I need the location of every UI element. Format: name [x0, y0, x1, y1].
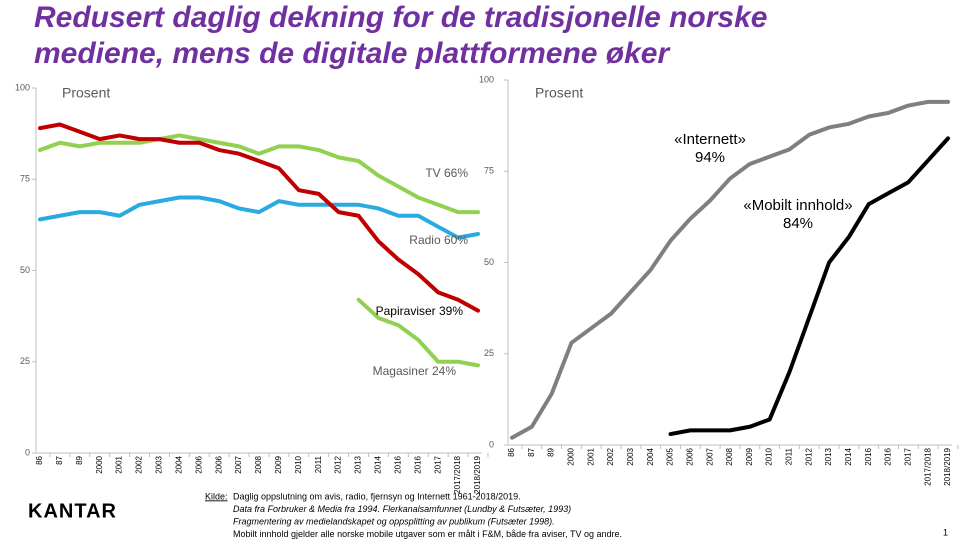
x-tick-label: 2009	[274, 455, 283, 473]
x-tick-label: 87	[55, 455, 64, 464]
series-line	[38, 122, 480, 313]
x-tick-label: 2003	[155, 455, 164, 473]
x-tick-label: 2017	[433, 455, 442, 473]
x-tick-label: 2018/2019	[473, 455, 482, 493]
source-line: Fragmentering av medielandskapet og opps…	[233, 516, 555, 526]
x-tick-label: 2013	[354, 455, 363, 473]
page-number: 1	[943, 527, 948, 537]
x-tick-label: 2004	[174, 455, 183, 473]
slide-title: Redusert daglig dekning for de tradisjon…	[34, 1, 768, 70]
y-tick-label: 50	[20, 265, 30, 275]
annotation: «Internett» 94%	[674, 131, 746, 166]
x-tick-label: 2011	[785, 447, 794, 465]
x-tick-label: 2010	[294, 455, 303, 473]
x-tick-label: 2017/2018	[453, 455, 462, 493]
x-tick-label: 2007	[234, 455, 243, 473]
logo: KANTAR	[28, 500, 117, 522]
x-tick-label: 2000	[95, 455, 104, 473]
x-tick-label: 2008	[725, 447, 734, 465]
source-line: Data fra Forbruker & Media fra 1994. Fle…	[233, 504, 571, 514]
series-line	[668, 136, 950, 437]
x-tick-label: 86	[507, 447, 516, 456]
annotation-line: «Mobilt innhold»	[743, 197, 852, 214]
y-tick-label: 0	[489, 439, 494, 449]
source-line: Daglig oppslutning om avis, radio, fjern…	[233, 491, 521, 501]
x-tick-label: 2013	[824, 447, 833, 465]
x-tick-label: 89	[547, 447, 556, 456]
y-axis-label: Prosent	[62, 85, 110, 101]
x-tick-label: 2002	[135, 455, 144, 473]
series-line	[38, 133, 480, 215]
x-tick-label: 2016	[884, 447, 893, 465]
x-tick-label: 87	[527, 447, 536, 456]
x-tick-label: 2016	[393, 455, 402, 473]
x-tick-label: 2016	[864, 447, 873, 465]
series-line	[38, 195, 480, 240]
x-tick-label: 2017	[903, 447, 912, 465]
annotation: TV 66%	[425, 166, 468, 180]
x-tick-label: 2001	[586, 447, 595, 465]
x-tick-label: 2008	[254, 455, 263, 473]
annotation-line: 84%	[783, 215, 813, 232]
annotation: «Mobilt innhold» 84%	[743, 197, 852, 232]
x-tick-label: 2012	[804, 447, 813, 465]
x-tick-label: 89	[75, 455, 84, 464]
y-tick-label: 25	[20, 356, 30, 366]
source-line: Mobilt innhold gjelder alle norske mobil…	[233, 529, 622, 539]
x-tick-label: 2006	[685, 447, 694, 465]
y-tick-label: 100	[15, 82, 30, 92]
annotation: Radio 60%	[409, 233, 468, 247]
x-tick-label: 2005	[666, 447, 675, 465]
x-tick-label: 2017/2018	[923, 447, 932, 485]
x-tick-label: 86	[35, 455, 44, 464]
x-tick-label: 2016	[413, 455, 422, 473]
y-tick-label: 100	[479, 74, 494, 84]
x-tick-label: 2010	[765, 447, 774, 465]
x-tick-label: 2003	[626, 447, 635, 465]
x-tick-label: 2014	[844, 447, 853, 465]
annotation: Papiraviser 39%	[376, 304, 464, 318]
series-line	[356, 297, 480, 368]
x-tick-label: 2018/2019	[943, 447, 952, 485]
y-axis-label: Prosent	[535, 85, 583, 101]
x-tick-label: 2006	[194, 455, 203, 473]
x-tick-label: 2009	[745, 447, 754, 465]
annotation: Magasiner 24%	[373, 364, 457, 378]
y-tick-label: 0	[25, 447, 30, 457]
x-tick-label: 2011	[314, 455, 323, 473]
annotation-line: «Internett»	[674, 131, 746, 148]
annotation-line: 94%	[695, 149, 725, 166]
x-tick-label: 2006	[214, 455, 223, 473]
source-label: Kilde:	[205, 491, 228, 501]
x-tick-label: 2007	[705, 447, 714, 465]
series-line	[510, 99, 950, 440]
x-tick-label: 2012	[334, 455, 343, 473]
x-tick-label: 2004	[646, 447, 655, 465]
y-tick-label: 75	[484, 166, 494, 176]
y-tick-label: 75	[20, 174, 30, 184]
y-tick-label: 50	[484, 257, 494, 267]
y-tick-label: 25	[484, 348, 494, 358]
x-tick-label: 2000	[567, 447, 576, 465]
x-tick-label: 2002	[606, 447, 615, 465]
x-tick-label: 2001	[115, 455, 124, 473]
x-tick-label: 2014	[374, 455, 383, 473]
